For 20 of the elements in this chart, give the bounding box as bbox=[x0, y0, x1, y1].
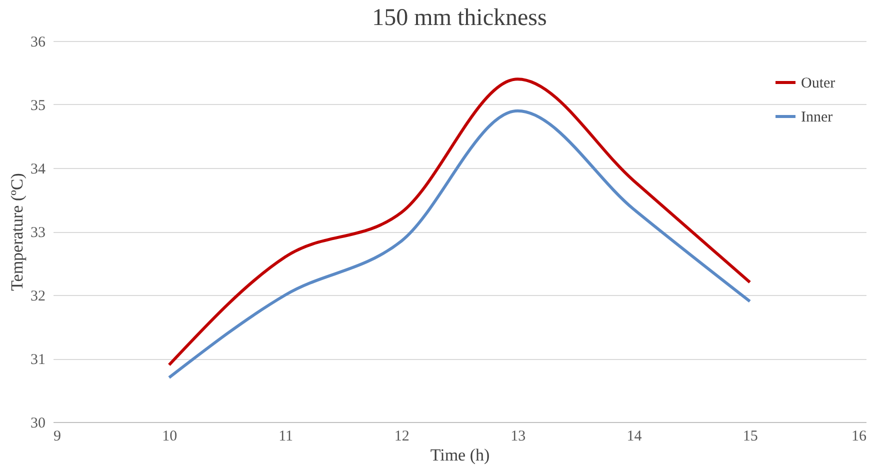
y-tick-label: 34 bbox=[30, 162, 46, 178]
y-tick-label: 32 bbox=[30, 288, 46, 304]
y-tick-label: 36 bbox=[30, 34, 46, 50]
legend-label: Inner bbox=[801, 110, 833, 126]
x-tick-label: 13 bbox=[510, 428, 526, 444]
x-axis-title: Time (h) bbox=[430, 446, 490, 464]
y-tick-label: 30 bbox=[30, 416, 46, 432]
x-tick-label: 12 bbox=[394, 428, 410, 444]
x-tick-label: 9 bbox=[54, 428, 61, 444]
y-tick-label: 33 bbox=[30, 225, 46, 241]
legend-label: Outer bbox=[801, 76, 836, 92]
x-tick-label: 16 bbox=[852, 428, 867, 444]
x-tick-label: 11 bbox=[278, 428, 294, 444]
y-axis-title: Temperature (ºC) bbox=[8, 173, 26, 291]
y-tick-label: 35 bbox=[30, 98, 46, 114]
y-tick-label: 31 bbox=[30, 352, 46, 368]
x-tick-label: 10 bbox=[162, 428, 178, 444]
chart-title: 150 mm thickness bbox=[372, 5, 547, 31]
x-tick-label: 14 bbox=[626, 428, 642, 444]
x-tick-label: 15 bbox=[742, 428, 758, 444]
